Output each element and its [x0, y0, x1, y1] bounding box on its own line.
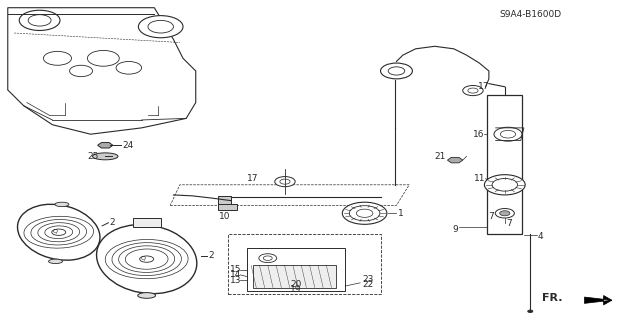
Circle shape [500, 211, 510, 216]
Bar [218, 204, 237, 210]
Text: 19: 19 [290, 285, 301, 294]
Circle shape [463, 85, 483, 96]
Text: 7: 7 [488, 212, 494, 221]
Bar [487, 95, 522, 234]
Circle shape [275, 177, 295, 187]
Text: 20: 20 [290, 280, 301, 289]
Ellipse shape [55, 202, 69, 207]
Circle shape [19, 10, 60, 31]
Text: S9A4-B1600D: S9A4-B1600D [499, 10, 561, 19]
Circle shape [138, 16, 183, 38]
Bar [253, 265, 336, 287]
Text: 13: 13 [230, 276, 241, 285]
Text: 2: 2 [209, 251, 214, 260]
Text: 23: 23 [363, 275, 374, 284]
Text: 21: 21 [435, 152, 446, 161]
Text: 14: 14 [230, 271, 241, 279]
Text: 22: 22 [363, 280, 374, 289]
Text: 17: 17 [246, 174, 258, 183]
Polygon shape [447, 157, 463, 163]
Text: 7: 7 [506, 219, 512, 228]
Circle shape [495, 209, 515, 218]
Text: 10: 10 [219, 212, 230, 221]
Circle shape [259, 254, 276, 263]
Polygon shape [584, 295, 612, 305]
Text: Q: Q [141, 255, 146, 260]
Circle shape [381, 63, 412, 79]
Text: 1: 1 [397, 209, 403, 218]
Ellipse shape [97, 225, 197, 293]
Circle shape [528, 310, 533, 313]
Ellipse shape [17, 204, 100, 260]
Ellipse shape [93, 153, 118, 160]
Text: 25: 25 [88, 152, 99, 161]
Ellipse shape [138, 293, 156, 298]
Text: 17: 17 [478, 82, 490, 91]
Bar [246, 248, 346, 291]
Text: 24: 24 [122, 141, 134, 150]
Text: FR.: FR. [541, 293, 562, 303]
Polygon shape [8, 8, 196, 134]
Circle shape [342, 202, 387, 224]
Text: Q: Q [53, 228, 58, 233]
Text: 2: 2 [109, 218, 115, 227]
Polygon shape [98, 143, 113, 148]
Text: 9: 9 [452, 225, 458, 234]
Bar [132, 218, 161, 227]
Bar [228, 234, 381, 294]
Bar [218, 196, 231, 205]
Text: 15: 15 [230, 265, 241, 274]
Text: 4: 4 [538, 232, 543, 241]
Ellipse shape [49, 259, 63, 263]
Text: 11: 11 [474, 174, 486, 183]
Circle shape [494, 127, 522, 141]
Text: 16: 16 [473, 130, 484, 139]
Circle shape [484, 175, 525, 195]
